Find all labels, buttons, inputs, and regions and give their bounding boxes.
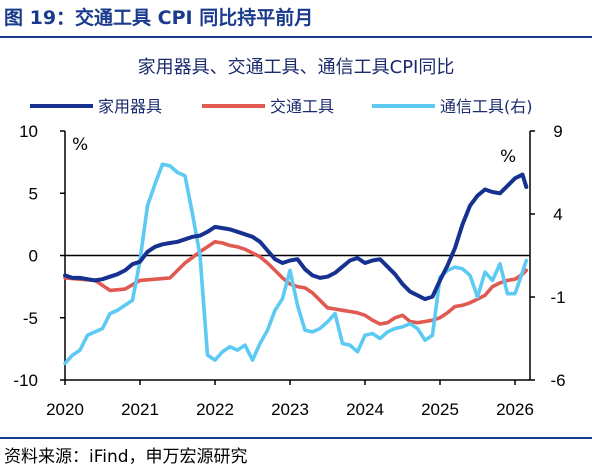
title-rule	[0, 36, 592, 38]
left-tick-label: -10	[13, 371, 38, 390]
left-tick-label: 0	[29, 247, 38, 266]
plot-area	[63, 162, 529, 366]
right-tick-label: 4	[553, 205, 562, 224]
left-tick-label: -5	[23, 309, 38, 328]
figure-title: 图 19：交通工具 CPI 同比持平前月	[4, 7, 314, 29]
legend-label-transport: 交通工具	[270, 97, 334, 116]
x-tick-label: 2025	[421, 400, 459, 419]
right-unit-label: %	[500, 147, 516, 167]
x-tick-label: 2022	[196, 400, 234, 419]
right-tick-label: -1	[550, 288, 565, 307]
legend-label-comms: 通信工具(右)	[440, 97, 533, 116]
series-transport	[63, 240, 529, 326]
x-tick-label: 2026	[496, 400, 534, 419]
left-tick-label: 10	[19, 122, 38, 141]
series-household	[63, 172, 529, 302]
x-tick-label: 2024	[346, 400, 384, 419]
legend: 家用器具 交通工具 通信工具(右)	[30, 97, 533, 116]
legend-label-household: 家用器具	[98, 97, 162, 116]
line-chart: 家用器具、交通工具、通信工具CPI同比 家用器具 交通工具 通信工具(右) % …	[13, 57, 565, 419]
left-tick-label: 5	[29, 184, 38, 203]
x-tick-label: 2020	[46, 400, 84, 419]
axes: 10 5 0 -5 -10 9 4 -1 -6 2020 2021 2022 2023 2024 2025 2…	[13, 122, 565, 419]
left-unit-label: %	[72, 135, 88, 155]
x-tick-label: 2023	[271, 400, 309, 419]
series-comms	[63, 162, 529, 366]
x-tick-label: 2021	[121, 400, 159, 419]
right-tick-label: 9	[553, 122, 562, 141]
source-note: 资料来源：iFind，申万宏源研究	[4, 447, 248, 467]
right-tick-label: -6	[550, 371, 565, 390]
chart-title: 家用器具、交通工具、通信工具CPI同比	[138, 57, 455, 78]
source-rule	[0, 437, 592, 439]
